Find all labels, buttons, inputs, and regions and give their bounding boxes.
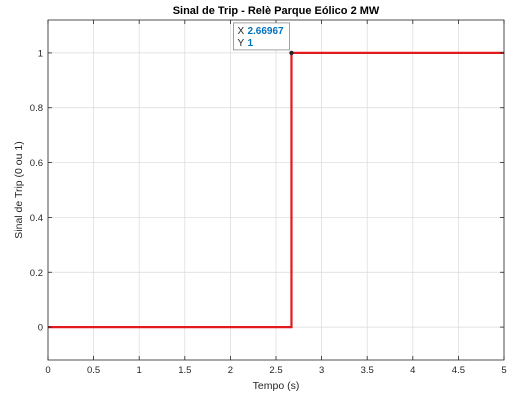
y-tick-label: 0.8 [30, 103, 43, 114]
data-tip-x-value: 2.66967 [247, 26, 284, 37]
data-tip-y-label: Y [237, 38, 244, 49]
x-tick-label: 4.5 [452, 365, 465, 376]
y-tick-label: 0.6 [30, 158, 43, 169]
x-axis-label: Tempo (s) [253, 380, 300, 392]
x-tick-label: 1 [137, 365, 142, 376]
x-tick-label: 0 [45, 365, 50, 376]
data-tip-marker [289, 50, 294, 56]
y-tick-label: 0 [38, 323, 43, 334]
x-tick-label: 2.5 [269, 365, 282, 376]
x-tick-label: 3 [319, 365, 324, 376]
x-tick-labels: 0 0.5 1 1.5 2 2.5 3 3.5 4 4.5 5 [45, 365, 506, 376]
ticks-layer [47, 20, 505, 360]
y-tick-label: 0.2 [30, 268, 43, 279]
data-tip-box [233, 22, 290, 51]
chart-title: Sinal de Trip - Relè Parque Eólico 2 MW [173, 5, 380, 17]
x-tick-label: 1.5 [178, 365, 191, 376]
y-tick-labels: 0 0.2 0.4 0.6 0.8 1 [30, 48, 43, 333]
series-layer [48, 51, 504, 329]
x-tick-label: 2 [228, 365, 233, 376]
x-tick-label: 3.5 [361, 365, 374, 376]
y-tick-label: 1 [38, 48, 43, 59]
data-tip[interactable]: X 2.66967 Y 1 [233, 22, 294, 56]
x-tick-label: 4 [410, 365, 415, 376]
data-tip-y-value: 1 [247, 38, 253, 49]
y-axis-label: Sinal de Trip (0 ou 1) [13, 141, 25, 238]
series-line [48, 51, 504, 329]
x-tick-label: 0.5 [87, 365, 100, 376]
x-tick-label: 5 [501, 365, 506, 376]
y-tick-label: 0.4 [30, 213, 43, 224]
data-tip-x-label: X [237, 26, 244, 37]
